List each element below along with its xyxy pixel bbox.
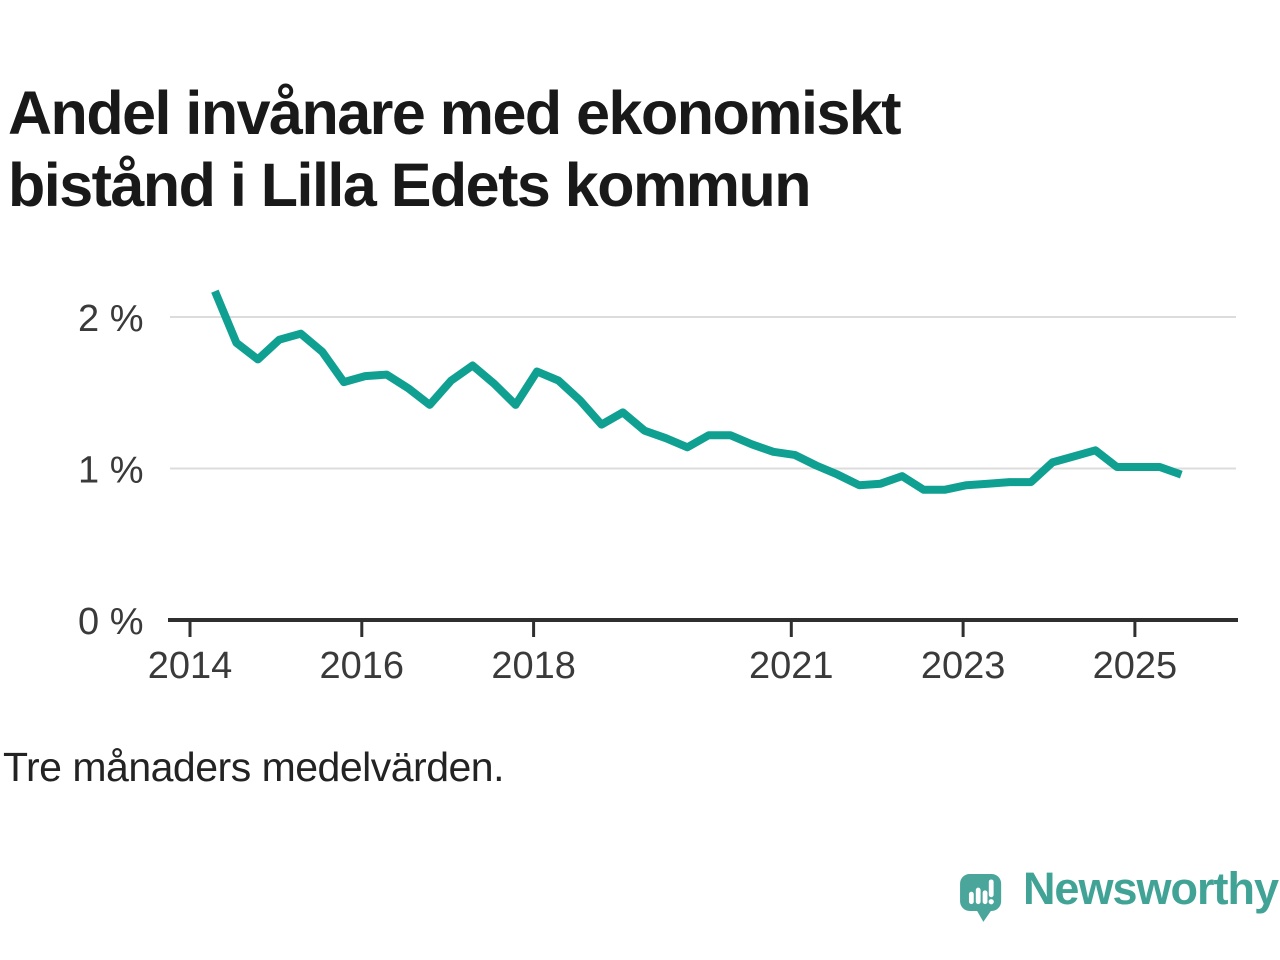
line-chart: 0 % 1 % 2 % 2014 2016 2018 2021 2023 2025 — [0, 270, 1280, 700]
speech-bubble-bar-chart-exclamation-icon — [960, 873, 1002, 922]
x-axis-label: 2014 — [148, 645, 233, 687]
page-title: Andel invånare med ekonomiskt bistånd i … — [8, 77, 902, 221]
y-axis-label: 2 % — [78, 298, 143, 340]
brand-name: Newsworthy — [1022, 863, 1279, 914]
brand-logo: Newsworthy — [958, 858, 1279, 942]
exclamation-dot — [988, 899, 994, 905]
page-title-line2: bistånd i Lilla Edets kommun — [8, 150, 811, 219]
exclamation-bar — [988, 879, 994, 898]
bar-2 — [975, 887, 981, 905]
line-chart-canvas: 0 % 1 % 2 % 2014 2016 2018 2021 2023 2025 — [78, 289, 1238, 687]
y-axis-label: 1 % — [78, 450, 143, 492]
page-title-line1: Andel invånare med ekonomiskt — [8, 78, 902, 147]
data-line — [211, 289, 1183, 494]
x-axis-label: 2021 — [749, 645, 834, 687]
y-axis-label: 0 % — [78, 601, 143, 643]
bar-1 — [968, 891, 974, 905]
bar-3 — [982, 890, 988, 905]
speech-bubble-shape — [960, 873, 1002, 922]
chart-footnote: Tre månaders medelvärden. — [3, 744, 505, 790]
x-axis-label: 2018 — [491, 645, 576, 687]
x-axis-label: 2016 — [320, 645, 405, 687]
x-axis-label: 2023 — [921, 645, 1006, 687]
x-axis-label: 2025 — [1093, 645, 1178, 687]
